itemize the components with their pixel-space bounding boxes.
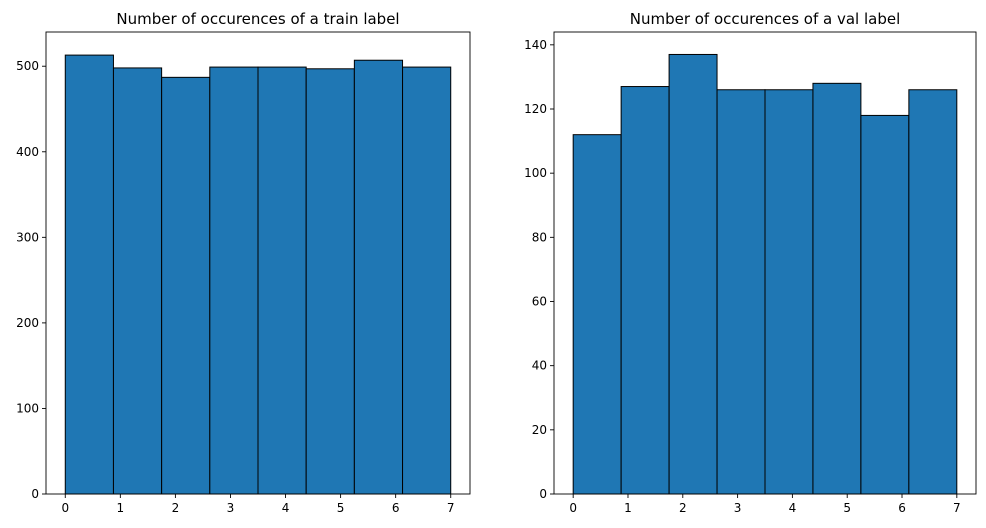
histogram-bar [305, 68, 355, 495]
x-tick-label: 7 [447, 501, 455, 515]
x-tick-label: 5 [337, 501, 345, 515]
val-label-histogram: Number of occurences of a val label 0204… [524, 10, 977, 515]
x-tick-label: 0 [569, 501, 577, 515]
histogram-bar [668, 53, 718, 495]
y-tick-label: 100 [16, 401, 39, 415]
x-tick-label: 1 [624, 501, 632, 515]
histogram-bar [860, 114, 910, 495]
histogram-bar [161, 76, 211, 495]
histogram-bar [572, 134, 622, 495]
x-tick-label: 2 [679, 501, 687, 515]
histogram-bar [908, 89, 958, 495]
histogram-bar [257, 66, 307, 495]
histogram-bar [402, 66, 452, 495]
y-tick-label: 400 [16, 145, 39, 159]
x-tick-label: 3 [227, 501, 235, 515]
y-axis: 0 20 40 60 80 100 120 140 [524, 38, 554, 501]
x-tick-label: 2 [172, 501, 180, 515]
histogram-bar [353, 59, 404, 495]
x-axis: 0 1 2 3 4 5 6 7 [61, 494, 455, 515]
histogram-bar [764, 89, 814, 495]
y-tick-label: 120 [524, 102, 547, 116]
x-tick-label: 7 [953, 501, 961, 515]
x-tick-label: 5 [843, 501, 851, 515]
y-tick-label: 40 [532, 359, 547, 373]
histogram-bar [112, 67, 163, 495]
x-tick-label: 4 [789, 501, 797, 515]
x-tick-label: 6 [392, 501, 400, 515]
y-tick-label: 0 [539, 487, 547, 501]
histogram-bar [812, 82, 862, 495]
histogram-bar [716, 89, 766, 495]
y-tick-label: 60 [532, 295, 547, 309]
histogram-bar [209, 66, 259, 495]
chart-title: Number of occurences of a train label [116, 10, 399, 28]
y-tick-label: 200 [16, 316, 39, 330]
y-tick-label: 80 [532, 230, 547, 244]
y-tick-label: 300 [16, 230, 39, 244]
y-tick-label: 20 [532, 423, 547, 437]
x-axis: 0 1 2 3 4 5 6 7 [569, 494, 961, 515]
axes-frame [553, 31, 977, 495]
histogram-bar [620, 86, 670, 495]
bars [64, 54, 452, 495]
train-label-histogram: Number of occurences of a train label 0 1… [16, 10, 471, 515]
y-axis: 0 100 200 300 400 500 [16, 59, 46, 501]
y-tick-label: 0 [31, 487, 39, 501]
x-tick-label: 4 [282, 501, 290, 515]
y-tick-label: 500 [16, 59, 39, 73]
y-tick-label: 100 [524, 166, 547, 180]
bars [572, 53, 958, 495]
axes-frame [45, 31, 471, 495]
x-tick-label: 3 [734, 501, 742, 515]
histogram-bar [64, 54, 114, 495]
chart-title: Number of occurences of a val label [630, 10, 901, 28]
x-tick-label: 0 [61, 501, 69, 515]
y-tick-label: 140 [524, 38, 547, 52]
x-tick-label: 6 [898, 501, 906, 515]
x-tick-label: 1 [117, 501, 125, 515]
